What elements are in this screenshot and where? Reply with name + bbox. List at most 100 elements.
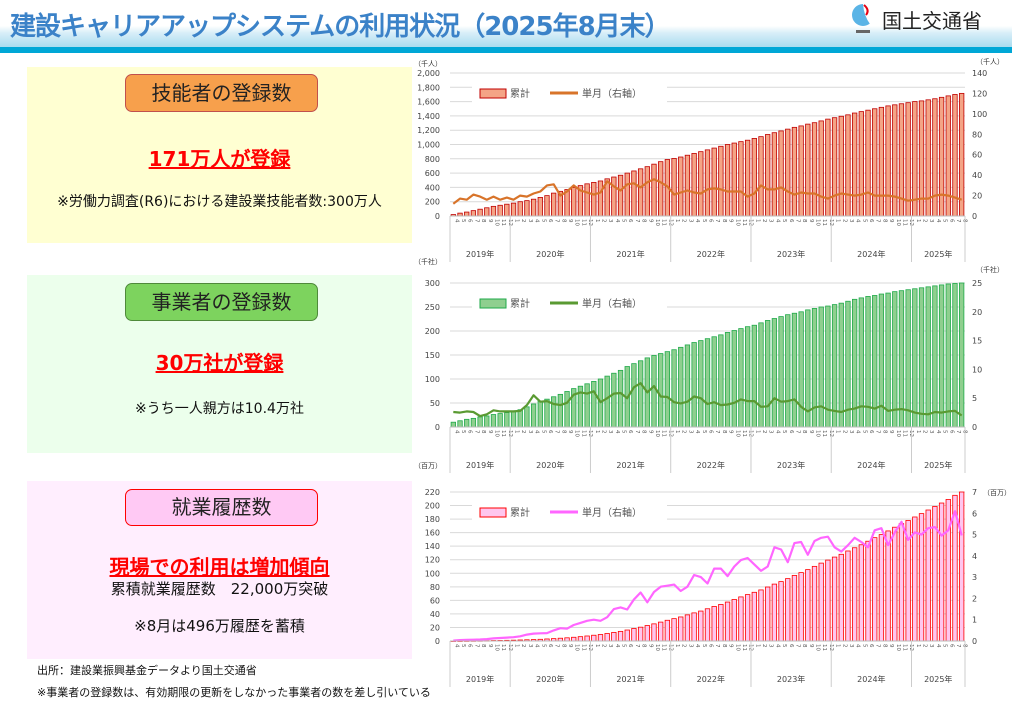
bar (490, 205, 497, 217)
month-tick-label: 6 (547, 644, 553, 648)
month-tick-label: 2 (681, 219, 687, 223)
y-tick-label: 400 (425, 183, 440, 192)
bar (637, 168, 644, 217)
month-tick-label: 2 (761, 644, 767, 648)
month-tick-label: 1 (594, 219, 600, 223)
month-tick-label: 4 (774, 644, 780, 648)
bar (738, 328, 744, 428)
month-tick-label: 2 (922, 644, 928, 648)
month-tick-label: 9 (888, 644, 894, 648)
month-tick-label: 8 (801, 644, 807, 648)
skilled-workers-panel: 技能者の登録数 171万人が登録 ※労働力調査(R6)における建設業技能者数:3… (27, 67, 412, 243)
bar (731, 599, 737, 642)
bar (878, 534, 885, 642)
month-tick-label: 3 (848, 644, 854, 648)
y-tick-label: 250 (425, 303, 440, 312)
bar (524, 200, 530, 217)
month-tick-label: 1 (514, 644, 520, 648)
panel-note: ※労働力調査(R6)における建設業技能者数:300万人 (57, 194, 382, 210)
month-tick-label: 8 (881, 644, 887, 648)
bar (718, 604, 724, 642)
month-tick-label: 8 (560, 644, 566, 648)
month-tick-label: 4 (774, 219, 780, 223)
bar (517, 201, 523, 217)
month-tick-label: 5 (701, 219, 707, 223)
month-tick-label: 8 (881, 219, 887, 223)
bar (825, 559, 831, 642)
month-tick-label: 2 (922, 219, 928, 223)
bar (798, 311, 804, 428)
bar (744, 594, 751, 642)
bar (952, 283, 958, 428)
year-label: 2022年 (697, 249, 725, 259)
year-label: 2025年 (924, 674, 952, 684)
month-tick-label: 4 (694, 430, 700, 434)
month-tick-label: 8 (480, 644, 486, 648)
bar (490, 414, 497, 428)
year-label: 2022年 (697, 674, 725, 684)
bar (584, 183, 590, 217)
year-label: 2019年 (466, 249, 494, 259)
y-tick-label: 140 (425, 542, 440, 551)
bar (671, 618, 677, 642)
month-tick-label: 6 (868, 644, 874, 648)
y2-tick-label: 6 (972, 509, 977, 518)
month-tick-label: 11 (901, 430, 907, 437)
y2-tick-label: 1 (972, 616, 977, 625)
bar (731, 330, 737, 428)
month-tick-label: 11 (500, 219, 506, 226)
bar (591, 380, 597, 428)
month-tick-label: 8 (560, 430, 566, 434)
month-tick-label: 11 (901, 644, 907, 651)
bar (778, 581, 784, 642)
bar (664, 619, 671, 642)
bar (537, 400, 543, 428)
month-tick-label: 11 (741, 430, 747, 437)
bar (530, 403, 537, 428)
month-tick-label: 3 (527, 430, 533, 434)
month-tick-label: 9 (487, 219, 493, 223)
bar (885, 292, 891, 428)
bar (504, 412, 510, 428)
bar (905, 289, 911, 428)
month-tick-label: 2 (520, 219, 526, 223)
y-tick-label: 100 (425, 375, 440, 384)
bar (818, 306, 824, 428)
bar (892, 526, 898, 642)
month-tick-label: 3 (768, 430, 774, 434)
month-tick-label: 8 (801, 430, 807, 434)
bar (771, 583, 778, 642)
bar (551, 396, 557, 428)
panel-headline: 現場での利用は増加傾向 (27, 551, 412, 580)
y2-tick-label: 20 (972, 192, 982, 201)
y2-tick-label: 3 (972, 573, 977, 582)
month-tick-label: 3 (607, 430, 613, 434)
bar (811, 565, 818, 642)
y2-tick-label: 0 (972, 212, 977, 221)
month-tick-label: 7 (955, 430, 961, 434)
month-tick-label: 6 (948, 430, 954, 434)
bar (744, 139, 751, 217)
bar (624, 629, 630, 642)
month-tick-label: 9 (567, 430, 573, 434)
bar (604, 375, 610, 428)
month-tick-label: 9 (888, 430, 894, 434)
bar (791, 312, 798, 428)
bar (617, 369, 624, 428)
month-tick-label: 2 (761, 219, 767, 223)
y-tick-label: 1,400 (417, 112, 440, 121)
bar (651, 623, 657, 642)
monthly-line (453, 510, 963, 642)
bar (885, 105, 891, 217)
bar (959, 491, 965, 642)
y2-tick-label: 20 (972, 308, 982, 317)
month-tick-label: 6 (948, 644, 954, 648)
month-tick-label: 4 (855, 430, 861, 434)
bar (497, 204, 503, 217)
bar (658, 161, 664, 217)
month-tick-label: 8 (641, 219, 647, 223)
right-axis-unit: （百万） (983, 489, 1011, 497)
month-tick-label: 7 (875, 430, 881, 434)
y-tick-label: 150 (425, 351, 440, 360)
month-tick-label: 2 (681, 644, 687, 648)
